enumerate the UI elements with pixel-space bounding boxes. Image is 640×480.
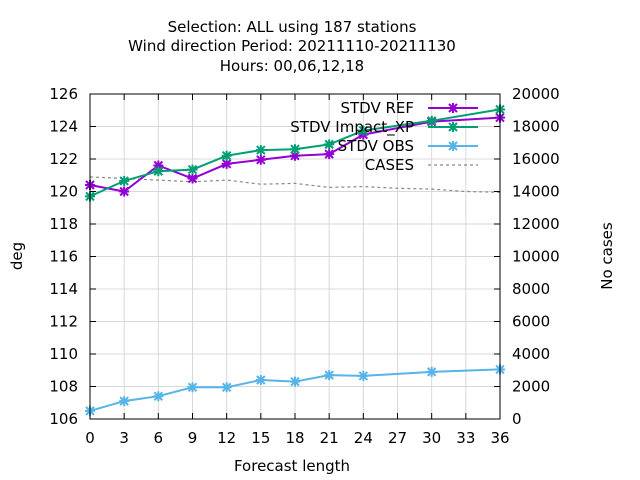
y2-tick-label: 8000: [512, 280, 550, 298]
data-point-stdv-impact-xp: [290, 144, 300, 155]
y2-tick-label: 18000: [512, 118, 560, 136]
x-tick-label: 15: [251, 429, 270, 447]
title-line-1: Selection: ALL using 187 stations: [168, 18, 417, 36]
y2-tick-label: 16000: [512, 150, 560, 168]
y-tick-label: 120: [49, 183, 78, 201]
data-point-stdv-ref: [119, 186, 130, 197]
y-tick-label: 108: [49, 378, 78, 396]
data-point-stdv-obs: [221, 382, 232, 393]
y2-tick-label: 20000: [512, 85, 560, 103]
y-tick-label: 124: [49, 118, 78, 136]
data-point-stdv-obs: [153, 391, 164, 402]
y-tick-label: 106: [49, 410, 78, 428]
legend-label-stdv-impact-xp: STDV Impact_XP: [290, 118, 414, 137]
y2-tick-label: 6000: [512, 313, 550, 331]
data-point-stdv-obs: [324, 370, 335, 381]
data-point-stdv-obs: [426, 366, 437, 377]
legend-label-cases: CASES: [365, 156, 414, 174]
legend-marker-stdv-obs: [448, 141, 458, 151]
y-tick-label: 114: [49, 280, 78, 298]
y-tick-label: 126: [49, 85, 78, 103]
data-point-stdv-ref: [187, 173, 198, 184]
data-point-stdv-impact-xp: [324, 139, 335, 150]
legend-label-stdv-ref: STDV REF: [340, 99, 414, 117]
y-tick-label: 116: [49, 248, 78, 266]
y2-tick-label: 12000: [512, 215, 560, 233]
data-point-stdv-impact-xp: [153, 166, 164, 177]
x-tick-label: 3: [119, 429, 129, 447]
x-tick-label: 24: [354, 429, 373, 447]
data-point-stdv-obs: [255, 375, 266, 385]
data-point-stdv-impact-xp: [358, 125, 369, 136]
x-tick-label: 36: [490, 429, 509, 447]
y2-tick-label: 14000: [512, 183, 560, 201]
x-tick-label: 12: [217, 429, 236, 447]
series-layer: [85, 104, 505, 416]
y2-tick-label: 0: [512, 410, 522, 428]
y2-tick-label: 4000: [512, 345, 550, 363]
y-tick-label: 122: [49, 150, 78, 168]
x-tick-label: 27: [388, 429, 407, 447]
legend-marker-stdv-impact-xp: [448, 122, 458, 132]
x-tick-label: 33: [456, 429, 475, 447]
axis-ticks: 0 3 6 9 12 15 18 21 24 27 30 33 36106108110112114116…: [49, 85, 559, 447]
grid: [90, 94, 500, 419]
data-point-stdv-obs: [119, 396, 130, 407]
data-point-stdv-impact-xp: [255, 145, 266, 156]
x-tick-label: 30: [422, 429, 441, 447]
data-point-stdv-impact-xp: [221, 150, 232, 161]
x-tick-label: 0: [85, 429, 95, 447]
data-point-stdv-obs: [187, 382, 198, 393]
data-point-stdv-impact-xp: [119, 175, 130, 186]
y-axis-label: deg: [8, 242, 26, 270]
data-point-stdv-obs: [290, 376, 300, 387]
data-point-stdv-ref: [324, 149, 335, 160]
x-tick-label: 21: [320, 429, 339, 447]
data-point-stdv-impact-xp: [426, 115, 437, 126]
legend-marker-stdv-ref: [448, 103, 458, 113]
legend-label-stdv-obs: STDV OBS: [338, 137, 414, 155]
data-point-stdv-ref: [255, 154, 266, 165]
x-axis-label: Forecast length: [234, 457, 350, 475]
x-tick-label: 18: [285, 429, 304, 447]
y2-tick-label: 10000: [512, 248, 560, 266]
y2-tick-label: 2000: [512, 378, 550, 396]
x-tick-label: 9: [188, 429, 198, 447]
chart-title: Selection: ALL using 187 stations Wind d…: [128, 18, 456, 75]
title-line-3: Hours: 00,06,12,18: [220, 57, 364, 75]
y-tick-label: 118: [49, 215, 78, 233]
data-point-stdv-obs: [358, 370, 369, 381]
x-tick-label: 6: [154, 429, 164, 447]
data-point-stdv-impact-xp: [187, 164, 198, 175]
y2-axis-label: No cases: [598, 222, 616, 290]
title-line-2: Wind direction Period: 20211110-20211130: [128, 37, 456, 55]
series-line-cases: [89, 176, 501, 193]
y-tick-label: 112: [49, 313, 78, 331]
y-tick-label: 110: [49, 345, 78, 363]
